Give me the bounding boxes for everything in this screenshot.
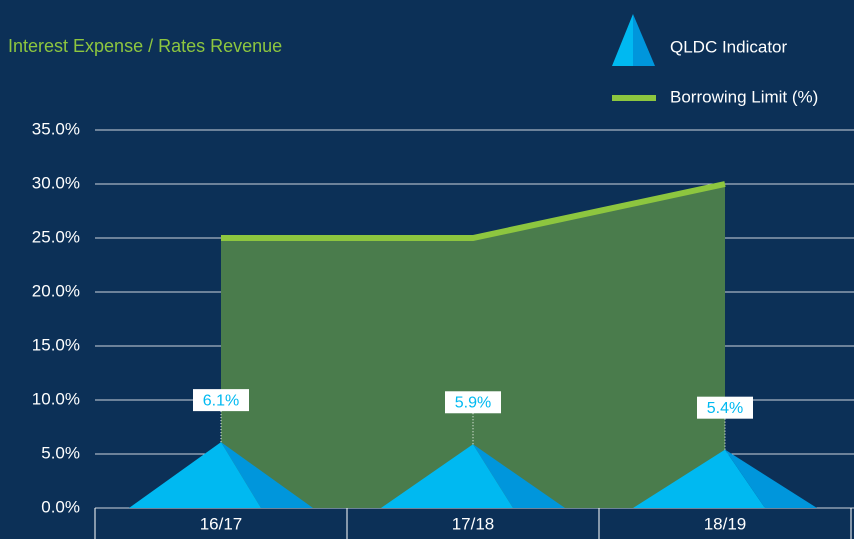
legend-label: Borrowing Limit (%) [670, 87, 818, 106]
area [221, 184, 725, 508]
x-tick-label: 18/19 [704, 514, 747, 533]
y-tick-label: 10.0% [32, 389, 80, 408]
x-tick-label: 17/18 [452, 514, 495, 533]
y-tick-label: 25.0% [32, 227, 80, 246]
y-tick-label: 30.0% [32, 173, 80, 192]
y-tick-label: 15.0% [32, 335, 80, 354]
y-tick-label: 20.0% [32, 281, 80, 300]
indicator-right [473, 444, 565, 508]
x-tick-label: 16/17 [200, 514, 243, 533]
value-label: 6.1% [203, 392, 239, 409]
value-label: 5.4% [707, 400, 743, 417]
legend-label: QLDC Indicator [670, 37, 787, 56]
line [221, 181, 726, 241]
legend-icon [612, 95, 656, 101]
chart-title: Interest Expense / Rates Revenue [8, 36, 282, 56]
y-tick-label: 5.0% [41, 443, 80, 462]
label-box [193, 389, 249, 412]
indicator-right [725, 449, 817, 508]
indicator-left [129, 442, 261, 508]
y-tick-label: 35.0% [32, 119, 80, 138]
legend-icon [633, 14, 655, 66]
y-tick-label: 0.0% [41, 497, 80, 516]
label-box [697, 396, 753, 419]
indicator-left [633, 449, 765, 508]
legend-icon [612, 14, 633, 66]
label-box [445, 391, 501, 414]
indicator-right [221, 442, 313, 508]
indicator-left [381, 444, 513, 508]
value-label: 5.9% [455, 394, 491, 411]
